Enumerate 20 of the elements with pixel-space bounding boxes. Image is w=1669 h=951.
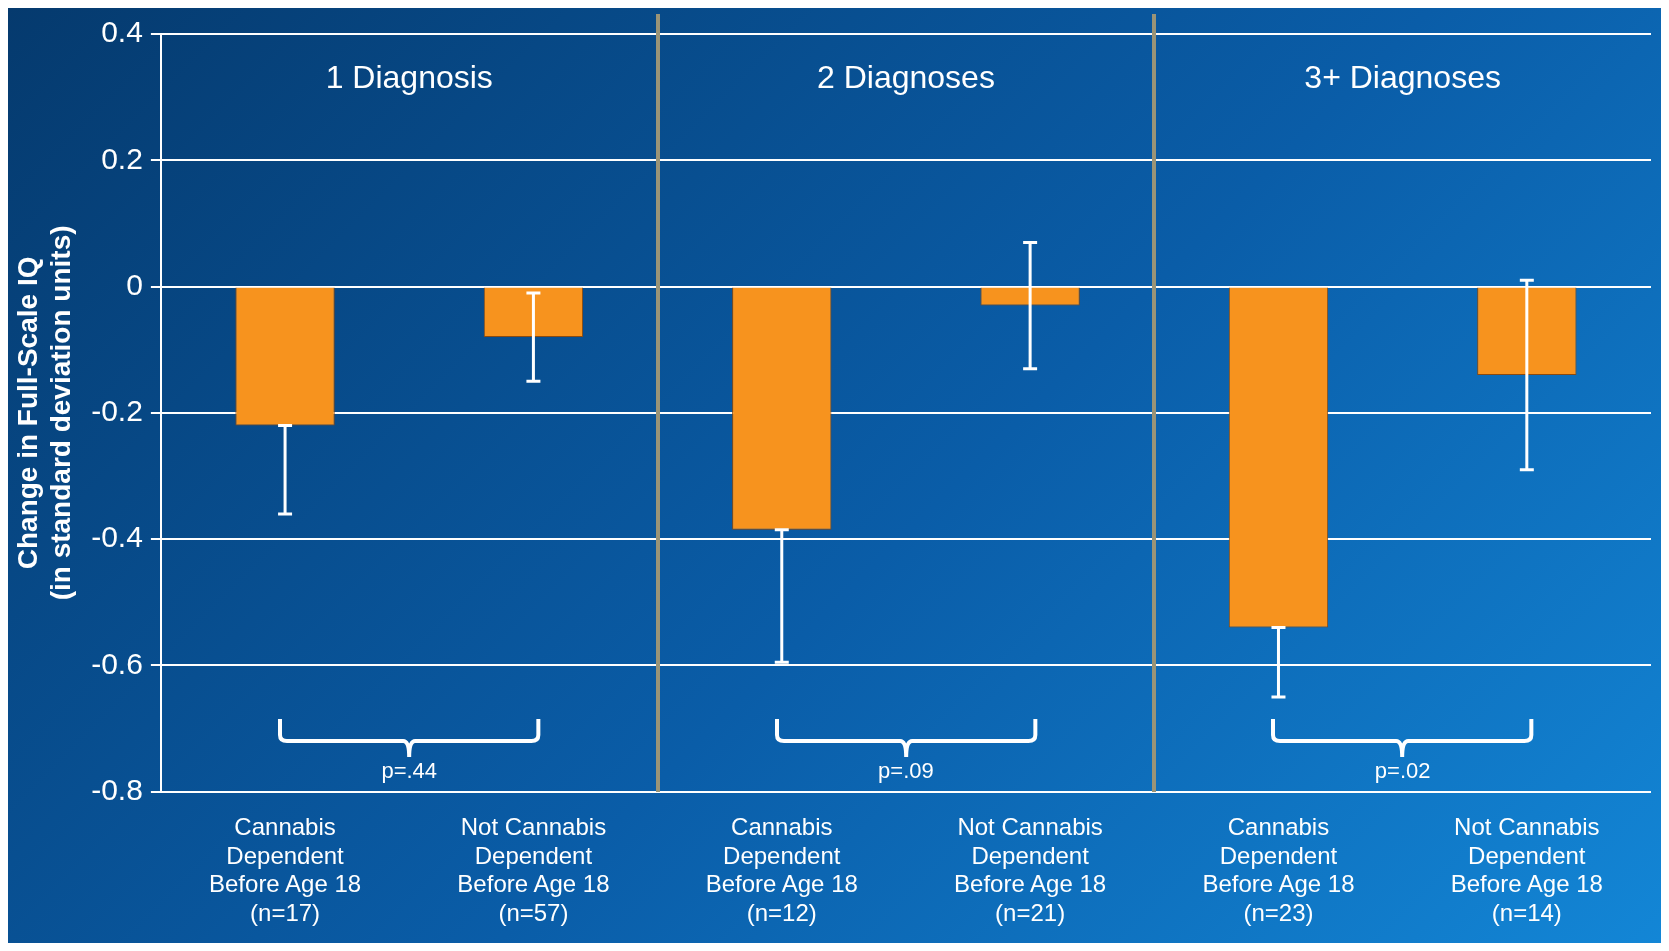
x-tick-label: Cannabis Dependent Before Age 18 (n=17) — [209, 812, 362, 927]
y-tick-label: 0.2 — [101, 141, 143, 175]
y-tick-label: 0.4 — [101, 15, 143, 49]
annotation: p=.02 — [1374, 757, 1431, 783]
y-tick-label: -0.6 — [91, 646, 143, 680]
x-tick-label: Not Cannabis Dependent Before Age 18 (n=14) — [1450, 812, 1603, 927]
x-tick-label: Cannabis Dependent Before Age 18 (n=23) — [1202, 812, 1355, 927]
y-tick-label: -0.2 — [91, 394, 143, 428]
y-tick-label: 0 — [126, 267, 143, 301]
x-tick-label: Cannabis Dependent Before Age 18 (n=12) — [705, 812, 858, 927]
y-tick-label: -0.8 — [91, 773, 143, 807]
annotation: p=.09 — [878, 757, 934, 783]
x-tick-label: Not Cannabis Dependent Before Age 18 (n=57) — [457, 812, 610, 927]
annotation: p=.44 — [381, 757, 438, 783]
annotation: 3+ Diagnoses — [1304, 58, 1501, 95]
y-axis-title: Change in Full-Scale IQ (in standard deviation units) — [11, 225, 77, 601]
y-tick-label: -0.4 — [91, 520, 143, 554]
annotation: 1 Diagnosis — [325, 58, 493, 95]
x-tick-label: Not Cannabis Dependent Before Age 18 (n=21) — [954, 812, 1107, 927]
annotation: 2 Diagnoses — [817, 58, 995, 95]
